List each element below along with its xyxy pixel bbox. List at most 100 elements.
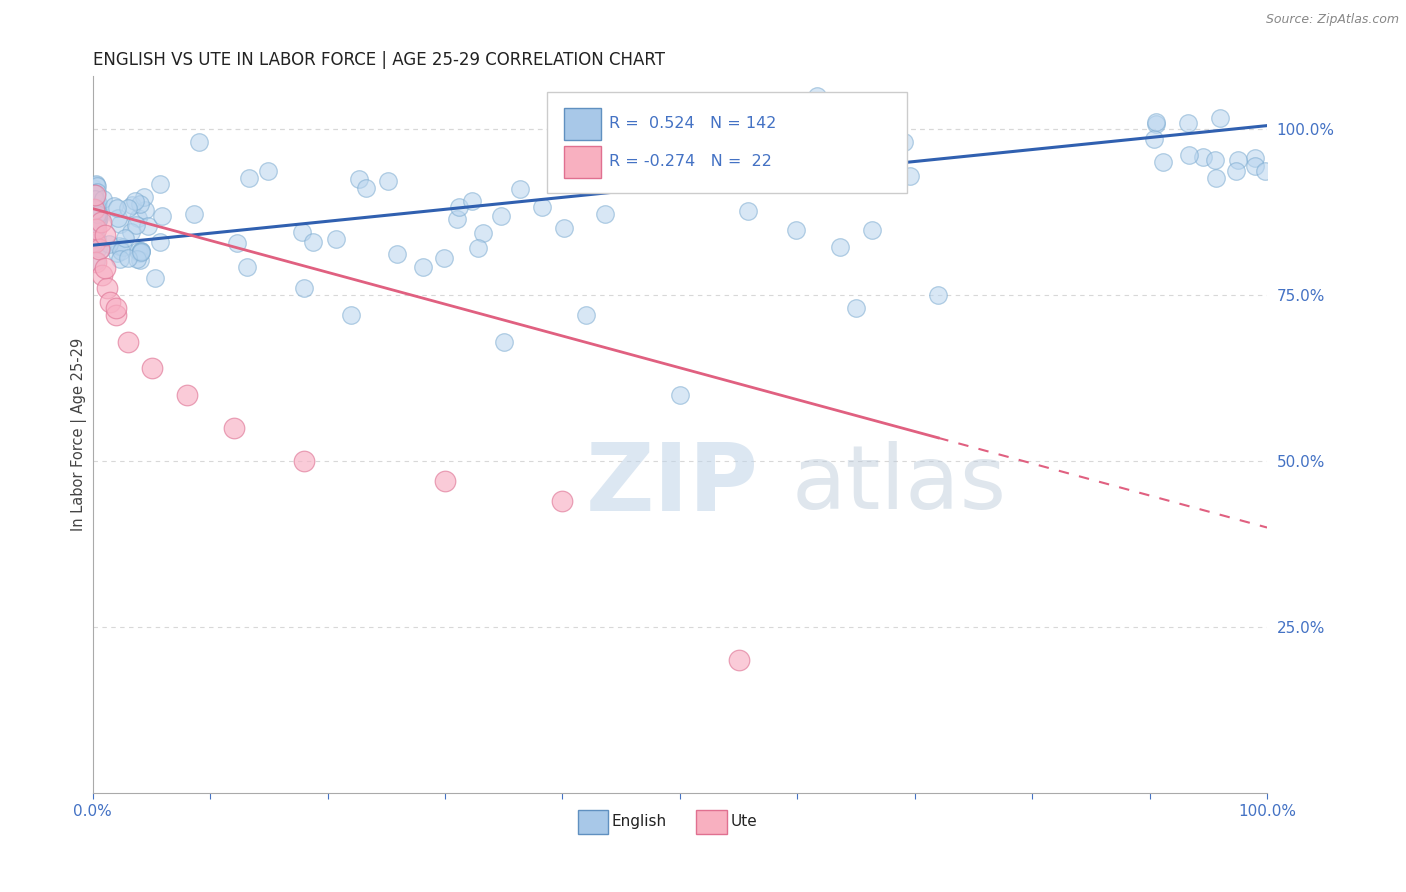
Point (183, 206, 205, 220)
Point (257, 164, 280, 178)
Point (1177, 116, 1199, 130)
Point (187, 135, 209, 149)
Point (83, 186, 105, 200)
Point (886, 104, 908, 119)
Point (489, 209, 512, 223)
Point (86, 218, 108, 232)
Point (86, 207, 108, 221)
Point (84, 199, 107, 213)
Point (845, 301, 868, 316)
Point (143, 270, 166, 285)
Point (84, 194, 107, 208)
FancyBboxPatch shape (564, 146, 602, 178)
Point (291, 226, 314, 240)
Point (806, 88, 828, 103)
Point (238, 171, 260, 186)
Point (86, 213, 108, 227)
Point (87, 202, 110, 216)
Point (412, 260, 434, 275)
Point (1144, 115, 1167, 129)
Point (128, 246, 150, 260)
Point (492, 334, 515, 349)
Point (530, 200, 553, 214)
Point (675, 165, 697, 179)
Point (785, 223, 807, 237)
Point (225, 235, 247, 250)
Point (108, 217, 131, 231)
Point (108, 239, 131, 253)
Point (860, 223, 883, 237)
Point (86, 221, 108, 235)
Point (103, 199, 125, 213)
Point (86, 217, 108, 231)
Point (349, 171, 371, 186)
Point (340, 308, 363, 322)
Point (84, 254, 107, 268)
Point (84, 194, 107, 209)
Point (91, 192, 114, 206)
Point (141, 361, 163, 376)
Point (84, 221, 107, 235)
Point (682, 128, 704, 143)
Text: English: English (612, 814, 666, 830)
Point (83, 202, 105, 216)
Point (82, 195, 104, 210)
Point (84, 211, 107, 225)
FancyBboxPatch shape (564, 108, 602, 140)
Point (176, 387, 198, 401)
Point (727, 653, 749, 667)
Point (1205, 171, 1227, 186)
Point (87, 241, 110, 255)
Point (150, 209, 173, 223)
Point (84, 221, 107, 235)
Point (354, 181, 377, 195)
Point (385, 247, 408, 261)
Point (114, 231, 136, 245)
Point (1144, 117, 1167, 131)
Point (82, 236, 104, 251)
Point (96, 281, 118, 295)
Point (136, 219, 159, 234)
Point (134, 202, 156, 217)
Point (86, 209, 108, 223)
Point (898, 169, 921, 184)
Point (149, 177, 172, 191)
Point (105, 308, 128, 322)
Point (100, 294, 122, 309)
Point (893, 135, 915, 149)
Point (737, 203, 759, 218)
Text: ENGLISH VS UTE IN LABOR FORCE | AGE 25-29 CORRELATION CHART: ENGLISH VS UTE IN LABOR FORCE | AGE 25-2… (93, 51, 665, 69)
Point (84, 188, 107, 202)
Point (754, 140, 776, 154)
Point (1209, 111, 1232, 125)
Point (1254, 164, 1277, 178)
Point (84, 219, 107, 234)
Point (91, 268, 114, 282)
Point (93, 228, 115, 243)
Point (738, 128, 761, 143)
Point (666, 143, 689, 157)
Point (236, 260, 259, 275)
Point (84, 210, 107, 224)
Point (325, 232, 347, 246)
Point (84, 192, 107, 206)
Point (575, 308, 598, 322)
Point (84, 233, 107, 247)
Point (86, 178, 108, 192)
Point (127, 211, 149, 225)
Point (87, 211, 110, 225)
Point (509, 182, 531, 196)
Point (433, 252, 456, 266)
Point (292, 281, 315, 295)
Point (83, 221, 105, 235)
Text: Source: ZipAtlas.com: Source: ZipAtlas.com (1265, 13, 1399, 27)
Point (128, 252, 150, 267)
Point (83, 219, 105, 233)
Point (619, 152, 641, 166)
Point (86, 185, 108, 199)
Point (110, 244, 132, 258)
FancyBboxPatch shape (696, 810, 727, 834)
Point (292, 454, 315, 468)
Point (149, 235, 172, 249)
Point (90, 242, 112, 256)
